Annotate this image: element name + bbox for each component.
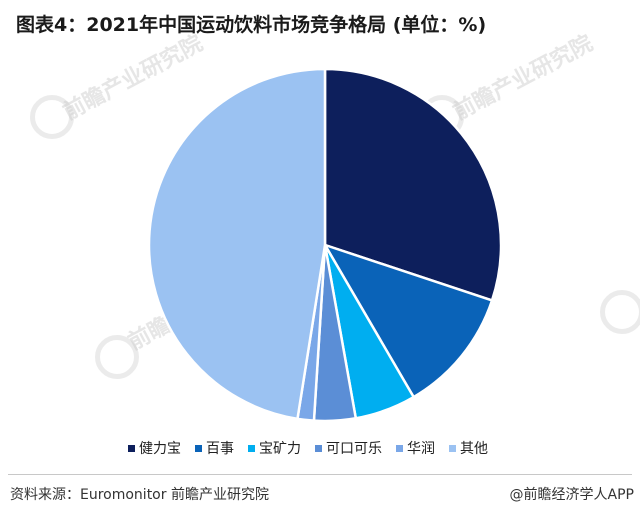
legend-swatch [248, 444, 255, 452]
watermark-logo-icon [95, 335, 139, 379]
legend-item: 百事 [195, 438, 234, 458]
pie-slice-5 [147, 67, 327, 421]
chart-title: 图表4：2021年中国运动饮料市场竞争格局 (单位：%) [16, 14, 487, 36]
legend-label: 其他 [460, 441, 488, 457]
legend-swatch [315, 444, 322, 452]
legend-label: 健力宝 [139, 441, 181, 457]
watermark-logo-icon [30, 95, 74, 139]
pie-chart [147, 67, 503, 423]
legend-item: 宝矿力 [248, 438, 301, 458]
legend-item: 可口可乐 [315, 438, 382, 458]
legend-swatch [128, 444, 135, 452]
footer-divider [8, 474, 632, 475]
legend-label: 华润 [407, 441, 435, 457]
watermark-logo-icon [600, 290, 640, 334]
pie-slice-1 [322, 242, 494, 399]
legend-item: 其他 [449, 438, 488, 458]
legend-label: 宝矿力 [259, 441, 301, 457]
source-note: 资料来源：Euromonitor 前瞻产业研究院 [10, 487, 269, 503]
legend-swatch [396, 444, 403, 452]
legend: 健力宝 百事 宝矿力 可口可乐 华润 其他 [128, 438, 488, 458]
legend-label: 百事 [206, 441, 234, 457]
legend-label: 可口可乐 [326, 441, 382, 457]
legend-item: 健力宝 [128, 438, 181, 458]
legend-swatch [195, 444, 202, 452]
brand-credit: @前瞻经济学人APP [509, 487, 634, 503]
legend-swatch [449, 444, 456, 452]
pie-slice-0 [323, 67, 503, 303]
legend-item: 华润 [396, 438, 435, 458]
